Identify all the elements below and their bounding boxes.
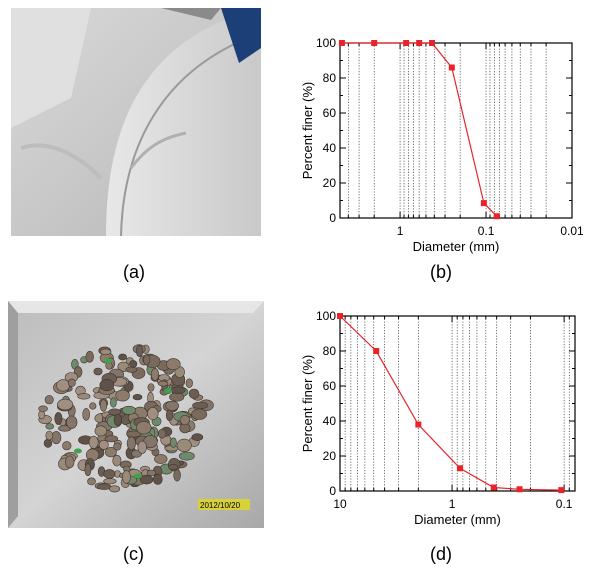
chart-d-xtick-label: 1 (449, 497, 456, 511)
chart-d-data-point (337, 313, 343, 319)
chart-d-ytick-label: 0 (329, 484, 336, 498)
photo-date-stamp: 2012/10/20 (200, 501, 241, 510)
chart-b-xtick-label: 0.1 (478, 224, 495, 238)
chart-b-frame (339, 42, 573, 219)
chart-b-data-point (403, 40, 410, 46)
chart-d-data-point (558, 487, 565, 494)
chart-b-data-point (480, 200, 487, 207)
chart-b-data-point (338, 40, 345, 46)
chart-b-series-line (341, 42, 498, 217)
caption-d: (d) (430, 544, 452, 564)
chart-b-data-point (448, 64, 455, 71)
chart-d-ytick-label: 80 (323, 344, 337, 358)
chart-b-data-point (371, 40, 378, 46)
chart-d-data-point (415, 421, 422, 428)
chart-d-data-point (456, 465, 463, 472)
chart-b-ytick-label: 80 (323, 71, 337, 85)
gravel-image: 2012/10/20 (8, 301, 264, 528)
caption-c: (c) (123, 544, 144, 564)
chart-b-data-point (429, 40, 436, 46)
chart-d-ytick-label: 60 (323, 379, 337, 393)
chart-b-xlabel: Diameter (mm) (413, 239, 500, 254)
chart-d-ylabel: Percent finer (%) (300, 355, 315, 453)
chart-d-data-point (516, 486, 523, 493)
chart-d-xlabel: Diameter (mm) (414, 512, 501, 527)
photo-fine-sand (11, 8, 261, 236)
chart-b-ytick-label: 60 (323, 106, 337, 120)
chart-d-data-point (373, 348, 380, 354)
gravel-pile (38, 344, 214, 493)
chart-b-ytick-label: 0 (329, 211, 336, 225)
chart-b-grain-size: 1 0.1 0.01 0 20 40 60 80 100 Diameter (mm) Percent… (290, 26, 590, 256)
chart-b-xtick-label: 1 (397, 224, 404, 238)
chart-b-ytick-label: 100 (316, 36, 336, 50)
chart-b-svg: 1 0.1 0.01 0 20 40 60 80 100 Diameter (mm) Percent… (300, 36, 584, 254)
chart-b-data-point (416, 40, 423, 46)
chart-b-ytick-label: 20 (323, 176, 337, 190)
chart-b-grid (347, 43, 547, 218)
caption-a: (a) (123, 262, 145, 282)
chart-d-xtick-label: 0.1 (556, 497, 573, 511)
fine-sand-image (11, 8, 261, 236)
chart-d-series-line (339, 315, 562, 491)
photo-coarse-gravel: 2012/10/20 (8, 301, 264, 528)
chart-d-ytick-label: 100 (316, 309, 336, 323)
chart-b-xticks (339, 43, 573, 218)
chart-b-ylabel: Percent finer (%) (300, 82, 315, 180)
caption-b: (b) (430, 262, 452, 282)
chart-d-svg: 10 1 0.1 0 20 40 60 80 100 Diameter (mm) Percent f… (300, 309, 576, 527)
chart-d-ytick-label: 20 (323, 449, 337, 463)
chart-d-data-point (490, 484, 497, 491)
chart-d-ytick-label: 40 (323, 414, 337, 428)
chart-b-ytick-label: 40 (323, 141, 337, 155)
chart-d-grid (344, 316, 570, 491)
chart-d-xtick-label: 10 (333, 497, 347, 511)
chart-b-xtick-label: 0.01 (560, 224, 584, 238)
chart-d-frame (339, 315, 576, 492)
chart-b-data-point (493, 213, 500, 220)
chart-d-grain-size: 10 1 0.1 0 20 40 60 80 100 Diameter (mm) Percent f… (290, 304, 590, 532)
